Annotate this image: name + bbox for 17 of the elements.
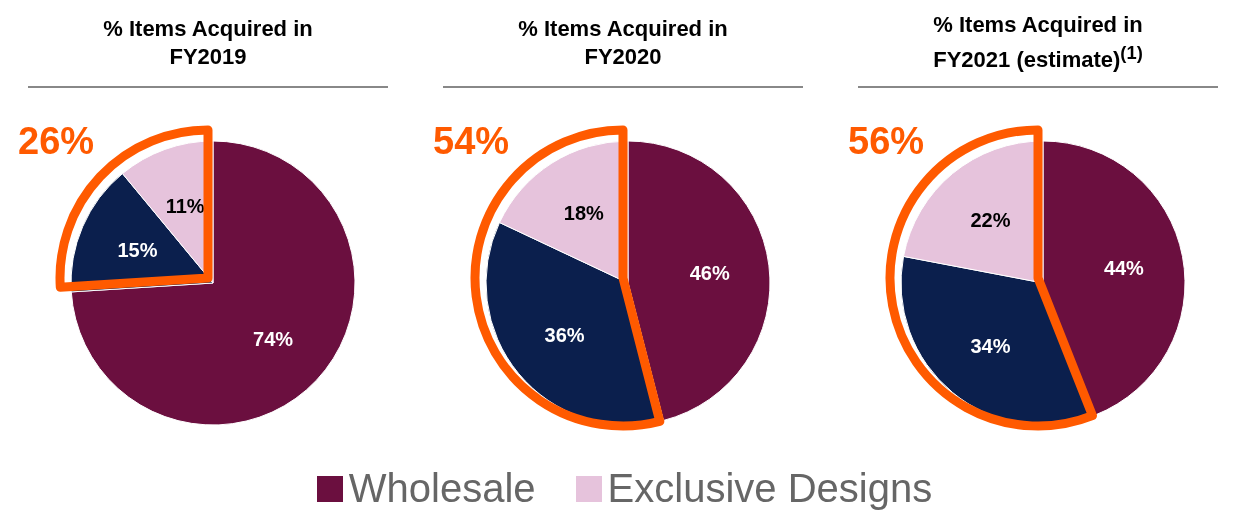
data-label: 74%: [253, 328, 294, 351]
data-label: 46%: [689, 261, 730, 284]
data-label: 15%: [117, 239, 158, 262]
legend-label: Wholesale: [348, 466, 536, 511]
chart-title: % Items Acquired in FY2020: [517, 15, 729, 71]
chart-title: % Items Acquired in FY2019: [102, 15, 314, 71]
text: 56%: [848, 120, 925, 163]
text: 54%: [433, 120, 510, 163]
data-label: 18%: [563, 202, 605, 225]
legend-label: Exclusive Designs: [607, 466, 933, 511]
chart-title: % Items Acquired in FY2021 (estimate)$^{(1)}$: [932, 11, 1144, 75]
data-label: 34%: [970, 335, 1011, 358]
text: 26%: [18, 120, 95, 163]
data-label: 11%: [165, 194, 205, 217]
data-label: 36%: [544, 324, 585, 347]
data-label: 22%: [970, 208, 1011, 231]
data-label: 44%: [1103, 256, 1145, 279]
